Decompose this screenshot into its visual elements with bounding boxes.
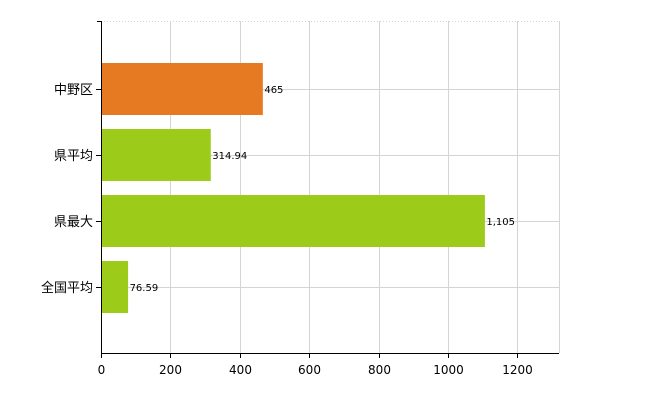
data-label: 1,105 bbox=[486, 217, 515, 228]
category-label: 全国平均 bbox=[41, 280, 93, 296]
bar bbox=[101, 195, 485, 247]
x-tick-label: 200 bbox=[159, 363, 182, 377]
data-label: 314.94 bbox=[212, 151, 247, 162]
bar bbox=[101, 129, 211, 181]
bar bbox=[101, 261, 129, 313]
category-label: 県平均 bbox=[54, 149, 93, 164]
x-tick-label: 600 bbox=[298, 363, 321, 377]
bar bbox=[101, 63, 263, 115]
x-tick-label: 400 bbox=[229, 363, 252, 377]
x-tick-label: 1000 bbox=[433, 363, 464, 377]
x-tick-label: 1200 bbox=[502, 363, 533, 377]
category-label: 中野区 bbox=[54, 83, 93, 98]
bars bbox=[101, 63, 485, 313]
category-label: 県最大 bbox=[54, 215, 93, 230]
labels: 465 314.94 1,105 76.59 0 200 400 600 800 1000 1200… bbox=[41, 83, 533, 377]
data-label: 465 bbox=[264, 85, 283, 96]
axes bbox=[96, 21, 559, 358]
x-tick-label: 0 bbox=[98, 363, 106, 377]
data-label: 76.59 bbox=[130, 283, 159, 294]
x-tick-label: 800 bbox=[368, 363, 391, 377]
